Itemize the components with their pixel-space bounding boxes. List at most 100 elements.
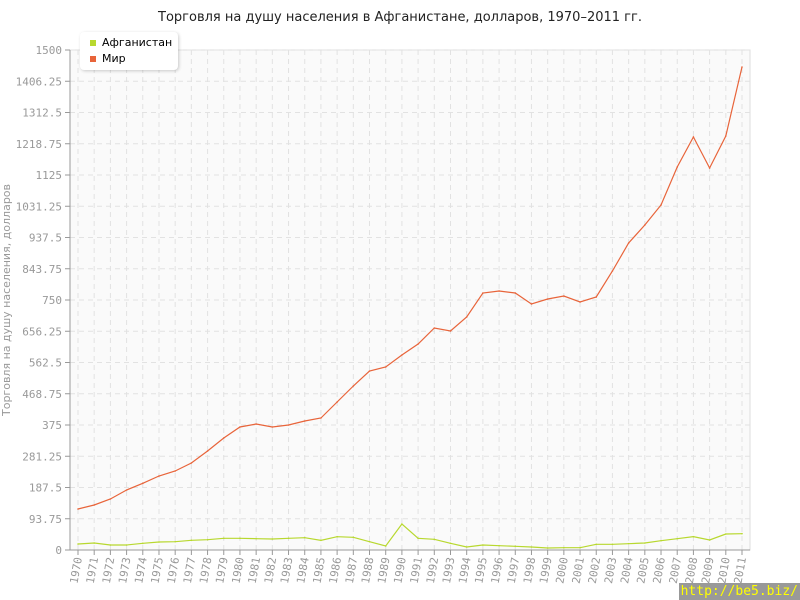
data-point <box>465 316 468 318</box>
data-point <box>595 543 598 546</box>
x-tick-label: 2001 <box>570 556 587 584</box>
data-point <box>271 426 274 428</box>
data-point <box>449 542 452 545</box>
data-point <box>222 437 225 439</box>
data-point <box>692 136 695 138</box>
data-point <box>174 540 176 543</box>
x-tick-label: 1990 <box>391 556 408 584</box>
x-tick-label: 1996 <box>489 556 506 584</box>
legend-swatch <box>90 55 96 62</box>
x-tick-label: 2011 <box>732 556 749 584</box>
x-tick-label: 1970 <box>68 556 85 584</box>
x-tick-label: 2005 <box>634 556 651 584</box>
data-point <box>401 354 403 356</box>
data-point <box>465 546 468 548</box>
data-point <box>595 296 598 298</box>
y-tick-label: 1406.25 <box>16 75 62 88</box>
data-point <box>741 532 743 535</box>
y-tick-label: 1125 <box>36 169 63 182</box>
x-tick-label: 2004 <box>618 556 635 585</box>
data-point <box>158 475 160 477</box>
x-tick-label: 1976 <box>165 556 182 584</box>
x-tick-label: 1977 <box>181 556 198 584</box>
data-point <box>125 489 128 491</box>
data-point <box>546 298 549 300</box>
data-point <box>708 539 711 541</box>
data-point <box>352 536 355 539</box>
data-point <box>255 537 257 540</box>
x-tick-label: 1984 <box>294 556 311 585</box>
data-point <box>109 498 112 500</box>
data-point <box>676 166 679 168</box>
data-point <box>368 370 371 372</box>
x-tick-label: 1986 <box>327 556 344 584</box>
data-point <box>627 542 630 545</box>
y-tick-label: 468.75 <box>22 388 62 401</box>
data-point <box>401 523 403 525</box>
data-point <box>320 539 322 542</box>
x-tick-label: 2003 <box>602 556 619 584</box>
data-point <box>433 538 436 541</box>
data-point <box>368 540 371 543</box>
data-point <box>93 504 95 506</box>
data-point <box>352 385 355 387</box>
y-tick-label: 937.5 <box>29 232 62 245</box>
data-point <box>287 537 290 540</box>
data-point <box>741 66 743 68</box>
series-line-1 <box>77 66 743 510</box>
data-point <box>530 546 533 548</box>
data-point <box>660 539 662 542</box>
x-tick-label: 1978 <box>197 556 214 584</box>
y-tick-label: 375 <box>42 419 62 432</box>
x-tick-label: 1988 <box>359 556 376 584</box>
data-point <box>158 541 160 543</box>
data-point <box>190 539 193 542</box>
x-tick-label: 2000 <box>553 556 570 584</box>
legend-item-afghanistan[interactable]: Афганистан <box>90 36 172 49</box>
legend-item-world[interactable]: Мир <box>90 52 126 65</box>
data-point <box>239 426 241 428</box>
data-point <box>141 542 144 545</box>
data-point <box>725 135 727 137</box>
y-tick-label: 0 <box>55 544 62 557</box>
x-tick-label: 2009 <box>699 556 716 584</box>
x-tick-label: 1995 <box>472 556 489 584</box>
x-tick-label: 1981 <box>246 556 263 584</box>
data-point <box>627 242 630 244</box>
data-point <box>433 327 436 329</box>
data-point <box>77 543 79 545</box>
data-point <box>287 424 290 426</box>
data-point <box>384 545 387 547</box>
x-tick-label: 1993 <box>440 556 457 584</box>
watermark: http://be5.biz/ <box>678 583 800 600</box>
data-point <box>482 292 484 294</box>
data-point <box>563 295 565 297</box>
legend-label: Мир <box>102 52 126 65</box>
data-point <box>384 366 387 368</box>
data-point <box>303 420 306 422</box>
y-tick-label: 1500 <box>36 44 63 57</box>
x-tick-label: 2007 <box>667 556 684 584</box>
x-tick-label: 1973 <box>116 556 133 584</box>
x-tick-label: 1998 <box>521 556 538 584</box>
y-tick-label: 750 <box>42 294 62 307</box>
data-point <box>498 544 500 547</box>
y-tick-label: 1218.75 <box>16 138 62 151</box>
x-tick-label: 1975 <box>149 556 166 584</box>
x-tick-label: 1982 <box>262 556 279 584</box>
y-tick-label: 1031.25 <box>16 200 62 213</box>
data-point <box>222 537 225 540</box>
data-point <box>174 470 176 472</box>
x-tick-label: 1980 <box>230 556 247 584</box>
x-tick-label: 1999 <box>537 556 554 584</box>
data-point <box>255 423 257 425</box>
y-tick-label: 93.75 <box>29 513 62 526</box>
data-point <box>336 535 338 538</box>
data-point <box>109 544 112 546</box>
data-point <box>190 462 193 464</box>
data-point <box>498 290 500 292</box>
x-tick-label: 1971 <box>84 556 101 584</box>
y-tick-label: 843.75 <box>22 263 62 276</box>
data-point <box>530 303 533 305</box>
data-point <box>417 537 419 540</box>
